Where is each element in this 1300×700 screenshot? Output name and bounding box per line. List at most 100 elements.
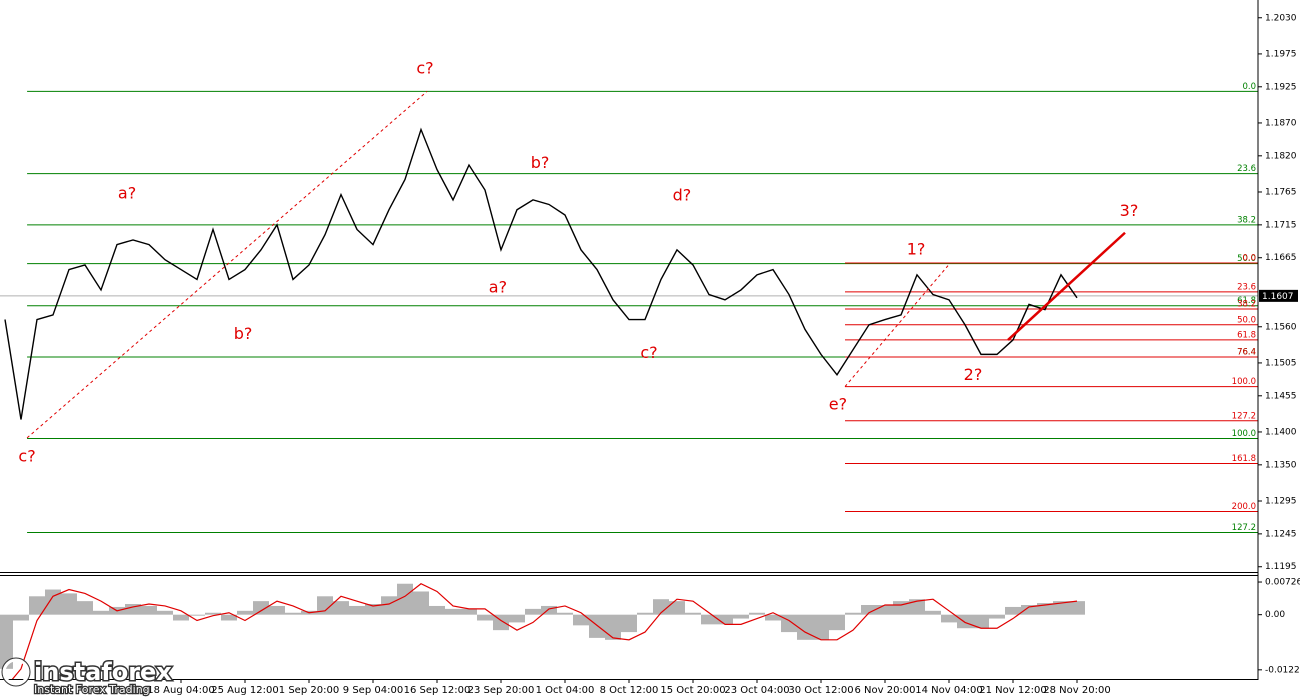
- y-tick-label: 1.1505: [1265, 358, 1297, 368]
- histogram-bar: [541, 605, 557, 615]
- histogram-bar: [237, 610, 253, 615]
- histogram-bar: [45, 589, 61, 615]
- fib-label: 100.0: [1232, 429, 1256, 439]
- x-tick-label: 16 Sep 12:00: [404, 685, 471, 696]
- histogram-bar: [957, 614, 973, 629]
- y-tick-label: 1.1925: [1265, 82, 1297, 92]
- fib-label: 61.8: [1237, 296, 1256, 306]
- histogram-bar: [445, 608, 461, 615]
- histogram-bar: [861, 605, 877, 615]
- fib-label: 0.0: [1242, 82, 1256, 92]
- histogram-bar: [701, 614, 717, 625]
- y-tick-label: 1.1820: [1265, 151, 1297, 161]
- trend-line: [1007, 231, 1126, 341]
- fib-label: 76.4: [1237, 348, 1256, 358]
- fib-label: 50.0: [1237, 254, 1256, 264]
- fib-label: 76.4: [1237, 348, 1256, 358]
- y-tick-label: 0.00: [1265, 610, 1285, 620]
- fib-label: 50.0: [1237, 315, 1256, 325]
- y-tick-label: 1.1975: [1265, 49, 1297, 59]
- current-price-label: 1.1607: [1262, 292, 1294, 302]
- histogram-bar: [1005, 606, 1021, 615]
- histogram-bar: [93, 610, 109, 615]
- histogram-bar: [925, 610, 941, 615]
- fib-label: 61.8: [1237, 330, 1256, 340]
- x-tick-label: 23 Sep 20:00: [468, 685, 535, 696]
- histogram-bar: [141, 605, 157, 615]
- wave-label: a?: [118, 183, 136, 202]
- logo-icon: [1, 657, 31, 687]
- wave-label: 1?: [907, 239, 926, 258]
- x-tick-label: 6 Nov 20:00: [854, 685, 915, 696]
- histogram-bar: [125, 604, 141, 615]
- histogram-bar: [909, 599, 925, 615]
- brand-tagline: Instant Forex Trading: [34, 683, 150, 696]
- y-tick-label: 1.1295: [1265, 496, 1297, 506]
- histogram-bar: [29, 596, 45, 615]
- fib-label: 100.0: [1232, 377, 1256, 387]
- histogram-bar: [941, 614, 957, 623]
- fib-label: 38.2: [1237, 215, 1256, 225]
- trend-line: [26, 91, 428, 439]
- histogram-bar: [285, 612, 301, 615]
- histogram-bar: [1037, 603, 1053, 615]
- current-price-box: [1259, 289, 1298, 302]
- histogram-bar: [349, 605, 365, 615]
- histogram-bar: [717, 614, 733, 625]
- wave-label: 2?: [964, 365, 983, 384]
- histogram-bar: [829, 614, 845, 631]
- histogram-bar: [573, 614, 589, 626]
- fib-label: 161.8: [1232, 454, 1256, 464]
- histogram-bar: [397, 583, 413, 615]
- histogram-bar: [205, 612, 221, 615]
- histogram-bar: [525, 608, 541, 615]
- histogram-bar: [493, 614, 509, 631]
- fib-label: 23.6: [1237, 282, 1256, 292]
- histogram-bar: [845, 612, 861, 615]
- histogram-bar: [1053, 601, 1069, 615]
- wave-label: d?: [673, 185, 692, 204]
- y-tick-label: 1.1560: [1265, 322, 1297, 332]
- wave-label: b?: [234, 324, 253, 343]
- x-tick-label: 18 Aug 04:00: [147, 685, 214, 696]
- y-tick-label: 1.2030: [1265, 13, 1297, 23]
- histogram-bar: [733, 614, 749, 619]
- y-tick-label: 1.1350: [1265, 460, 1297, 470]
- histogram-bar: [653, 599, 669, 615]
- wave-label: a?: [489, 277, 507, 296]
- y-tick-label: 1.1870: [1265, 118, 1297, 128]
- y-tick-label: 1.1195: [1265, 562, 1297, 572]
- wave-label: e?: [829, 395, 847, 414]
- histogram-bar: [813, 614, 829, 640]
- histogram-bar: [477, 614, 493, 621]
- fib-label: 38.2: [1237, 300, 1256, 310]
- trend-line: [844, 265, 949, 387]
- histogram-bar: [685, 612, 701, 615]
- histogram-bar: [333, 601, 349, 615]
- histogram-bar: [1021, 605, 1037, 615]
- histogram-bar: [189, 614, 205, 616]
- histogram-bar: [61, 593, 77, 615]
- y-tick-label: 1.1665: [1265, 253, 1297, 263]
- histogram-bar: [365, 604, 381, 615]
- histogram-bar: [557, 612, 573, 615]
- signal-line: [11, 583, 1078, 679]
- y-tick-label: -0.01226: [1265, 665, 1300, 675]
- x-tick-label: 21 Nov 12:00: [979, 685, 1046, 696]
- y-tick-label: 1.1400: [1265, 427, 1297, 437]
- histogram-bar: [1069, 601, 1085, 615]
- price-line: [4, 127, 1078, 420]
- oscillator-panel: [0, 583, 1085, 679]
- histogram-bar: [221, 614, 237, 621]
- y-tick-label: 1.1245: [1265, 529, 1297, 539]
- fib-label: 127.2: [1232, 411, 1256, 421]
- histogram-bar: [797, 614, 813, 640]
- histogram-bar: [317, 596, 333, 615]
- y-tick-label: 1.1765: [1265, 187, 1297, 197]
- wave-label: c?: [416, 59, 433, 78]
- price-panel: 0.0 23.6 38.2 50.0 61.8 76.4 100.0 127.2 0.0 23.6…: [0, 82, 1258, 534]
- wave-label: c?: [18, 446, 35, 465]
